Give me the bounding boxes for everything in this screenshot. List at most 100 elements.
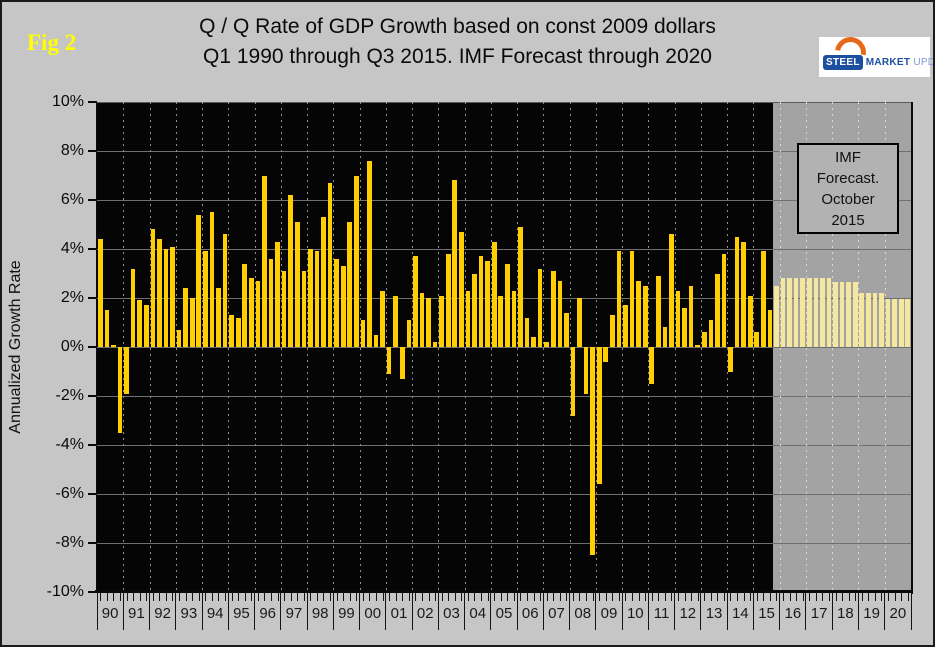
- v-year-gridline-1995: [228, 102, 230, 592]
- x-year-label-09: 09: [600, 605, 618, 622]
- x-quarter-tick: [487, 592, 489, 601]
- h-gridline--4pct: [97, 445, 911, 446]
- x-quarter-tick: [815, 592, 817, 601]
- v-year-gridline-2004: [464, 102, 466, 592]
- x-quarter-tick: [632, 592, 633, 601]
- plot-right-border: [911, 102, 913, 594]
- bar-actual-2014Q1: [728, 347, 733, 372]
- x-quarter-tick: [638, 592, 640, 601]
- x-quarter-tick: [658, 592, 660, 601]
- v-year-gridline-2005: [490, 102, 492, 592]
- bar-actual-2007Q2: [550, 271, 556, 347]
- y-tick--8%: [88, 542, 97, 544]
- x-quarter-tick: [691, 592, 693, 601]
- bar-actual-2009Q2: [603, 347, 609, 362]
- x-year-line: [805, 592, 807, 630]
- bar-actual-2008Q4: [590, 347, 595, 556]
- x-quarter-tick: [415, 592, 417, 601]
- x-year-label-98: 98: [311, 605, 329, 622]
- x-year-line: [359, 592, 361, 630]
- x-quarter-tick: [428, 592, 430, 601]
- y-tick-2%: [88, 297, 97, 299]
- x-quarter-tick: [881, 592, 883, 601]
- x-year-line: [280, 592, 282, 630]
- x-year-line: [857, 592, 859, 630]
- bar-actual-1999Q2: [340, 266, 346, 347]
- x-quarter-tick: [907, 592, 909, 601]
- bar-actual-1991Q1: [124, 347, 129, 394]
- x-year-line: [595, 592, 597, 630]
- x-quarter-tick: [855, 592, 857, 601]
- bar-actual-1992Q4: [170, 246, 175, 347]
- x-quarter-tick: [756, 592, 758, 601]
- bar-actual-2011Q2: [655, 275, 661, 347]
- v-year-gridline-1999: [333, 102, 335, 592]
- x-year-line: [122, 592, 124, 630]
- x-quarter-tick: [375, 592, 377, 601]
- bar-actual-2006Q1: [518, 226, 523, 347]
- bar-actual-2011Q1: [649, 347, 655, 384]
- x-quarter-tick: [172, 592, 174, 601]
- bar-actual-2001Q2: [393, 295, 399, 347]
- bar-actual-2013Q4: [721, 253, 727, 347]
- x-quarter-tick: [159, 592, 161, 601]
- x-quarter-tick: [822, 592, 824, 601]
- bar-forecast-2017Q1: [806, 278, 812, 347]
- x-year-line: [752, 592, 754, 630]
- bar-actual-1995Q2: [235, 317, 241, 347]
- steel-market-update-logo: STEEL MARKET UPDATE: [819, 30, 935, 77]
- bar-actual-2012Q1: [675, 290, 681, 347]
- h-gridline--2pct: [97, 396, 911, 397]
- bar-actual-2003Q4: [459, 231, 464, 347]
- v-year-gridline-2003: [438, 102, 440, 592]
- x-quarter-tick: [106, 592, 108, 601]
- bar-actual-2002Q1: [413, 256, 418, 347]
- h-gridline-0pct: [97, 347, 911, 348]
- bar-forecast-2017Q2: [813, 278, 819, 347]
- bar-actual-1998Q4: [327, 182, 333, 347]
- bar-actual-2003Q2: [445, 253, 451, 347]
- x-year-line: [201, 592, 203, 630]
- bar-forecast-2019Q2: [866, 293, 871, 347]
- bar-actual-1993Q3: [189, 298, 195, 347]
- x-quarter-tick: [152, 592, 154, 601]
- x-year-label-93: 93: [180, 605, 198, 622]
- bar-actual-2003Q3: [452, 180, 458, 347]
- bar-forecast-2015Q4: [774, 285, 779, 347]
- x-year-line: [516, 592, 518, 630]
- x-year-label-12: 12: [679, 605, 697, 622]
- y-tick-label--2%: -2%: [55, 387, 84, 404]
- x-quarter-tick: [297, 592, 299, 601]
- v-year-gridline-2018: [832, 102, 834, 592]
- bar-actual-1997Q3: [294, 222, 300, 347]
- x-quarter-tick: [284, 592, 286, 601]
- x-quarter-tick: [264, 592, 266, 601]
- x-quarter-tick: [290, 592, 292, 601]
- x-quarter-tick: [165, 592, 167, 601]
- bar-actual-2008Q1: [570, 347, 576, 416]
- x-quarter-tick: [782, 592, 784, 601]
- x-quarter-tick: [769, 592, 771, 601]
- bar-actual-2013Q3: [715, 273, 720, 347]
- bar-forecast-2018Q2: [839, 282, 845, 347]
- x-quarter-tick: [612, 592, 614, 601]
- x-year-line: [254, 592, 256, 630]
- x-quarter-tick: [704, 592, 706, 601]
- x-year-line: [332, 592, 334, 630]
- bar-actual-2002Q2: [419, 293, 425, 347]
- x-quarter-tick: [382, 592, 384, 601]
- x-year-label-17: 17: [810, 605, 828, 622]
- bar-actual-2005Q2: [498, 295, 504, 347]
- x-quarter-tick: [316, 592, 318, 601]
- imf-forecast-line3: October: [821, 191, 875, 208]
- x-year-label-13: 13: [705, 605, 723, 622]
- bar-actual-1996Q3: [268, 258, 274, 347]
- x-quarter-tick: [500, 592, 502, 601]
- v-year-gridline-2014: [727, 102, 729, 592]
- x-quarter-tick: [572, 592, 574, 601]
- x-quarter-tick: [540, 592, 542, 601]
- x-year-label-97: 97: [285, 605, 303, 622]
- imf-forecast-line1: IMF: [835, 149, 861, 166]
- x-quarter-tick: [888, 592, 890, 601]
- bar-actual-2004Q1: [465, 290, 471, 347]
